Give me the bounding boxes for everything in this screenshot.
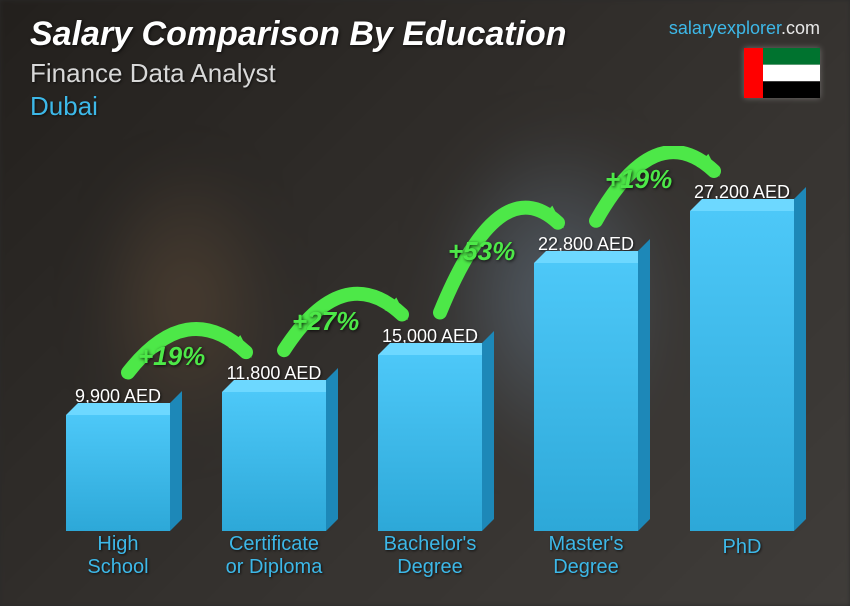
bar-category-label: PhD [668,536,816,559]
bar-group: 22,800 AEDMaster's Degree [512,234,660,531]
bar-category-label: High School [44,533,192,579]
chart-subtitle: Finance Data Analyst [30,58,820,89]
bar-group: 9,900 AEDHigh School [44,386,192,531]
chart-location: Dubai [30,91,820,122]
percent-increase-label: +19% [605,164,672,195]
bar [222,392,326,531]
bar-category-label: Bachelor's Degree [356,533,504,579]
brand-mid: explorer [717,18,781,38]
bar-category-label: Master's Degree [512,533,660,579]
bar [534,263,638,531]
bar-group: 15,000 AEDBachelor's Degree [356,326,504,531]
bar [66,415,170,531]
brand-prefix: salary [669,18,717,38]
uae-flag-icon [744,48,820,98]
bar [690,211,794,531]
percent-increase-label: +27% [292,306,359,337]
chart-container: Salary Comparison By Education Finance D… [0,0,850,606]
brand-watermark: salaryexplorer.com [669,18,820,39]
bar-chart: 9,900 AEDHigh School11,800 AEDCertificat… [30,146,805,586]
bar [378,355,482,531]
percent-increase-label: +53% [448,236,515,267]
bar-category-label: Certificate or Diploma [200,533,348,579]
bar-group: 11,800 AEDCertificate or Diploma [200,363,348,531]
bar-group: 27,200 AEDPhD [668,182,816,531]
percent-increase-label: +19% [138,341,205,372]
brand-suffix: .com [781,18,820,38]
